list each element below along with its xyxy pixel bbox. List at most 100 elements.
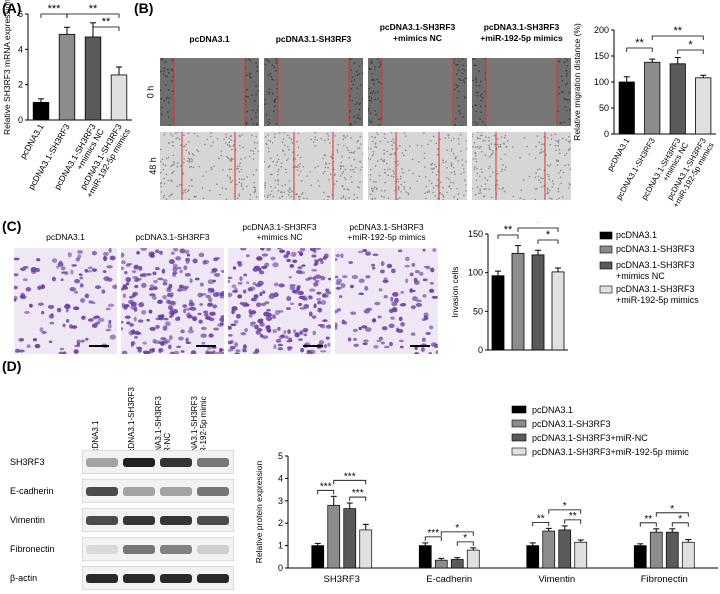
cell bbox=[457, 138, 460, 140]
cell bbox=[187, 140, 190, 143]
bar bbox=[359, 529, 373, 569]
cell bbox=[493, 134, 496, 137]
scratch-gap bbox=[382, 58, 453, 126]
cell bbox=[225, 133, 227, 136]
cell bbox=[568, 148, 571, 151]
bar bbox=[311, 545, 325, 569]
cell bbox=[377, 90, 380, 93]
stained-cell bbox=[182, 304, 188, 308]
cell bbox=[277, 170, 279, 173]
cell bbox=[556, 164, 559, 166]
stained-cell bbox=[220, 348, 224, 352]
cell bbox=[477, 192, 480, 195]
cell bbox=[349, 110, 352, 112]
cell bbox=[555, 149, 557, 152]
cell bbox=[535, 145, 537, 148]
cell bbox=[246, 176, 248, 178]
stained-cell bbox=[335, 275, 339, 279]
cell bbox=[175, 137, 177, 140]
stained-cell bbox=[340, 253, 344, 259]
panel-d-western-blot: pcDNA3.1 pcDNA3.1-SH3RF3 pcDNA3.1-SH3RF3 +… bbox=[0, 360, 240, 594]
cell bbox=[297, 164, 299, 166]
stained-cell bbox=[102, 269, 107, 274]
blot-strip bbox=[82, 537, 234, 561]
stained-cell bbox=[240, 332, 247, 336]
cell bbox=[558, 93, 560, 95]
bar bbox=[681, 541, 695, 569]
cell bbox=[450, 165, 453, 167]
stained-cell bbox=[257, 267, 262, 272]
cell bbox=[269, 193, 272, 196]
cell bbox=[182, 162, 185, 164]
stained-cell bbox=[279, 249, 286, 253]
cell bbox=[298, 165, 301, 168]
stained-cell bbox=[212, 304, 218, 309]
cell bbox=[268, 165, 271, 167]
stained-cell bbox=[67, 252, 72, 258]
cell bbox=[359, 169, 362, 171]
cell bbox=[519, 197, 522, 200]
cell bbox=[353, 115, 355, 118]
stained-cell bbox=[320, 350, 327, 353]
cell bbox=[197, 150, 199, 153]
cell bbox=[496, 184, 499, 186]
cell bbox=[267, 194, 269, 197]
cell bbox=[318, 185, 320, 187]
cell bbox=[384, 189, 386, 192]
panel-label-c: (C) bbox=[2, 218, 22, 234]
cell bbox=[255, 195, 258, 198]
cell bbox=[323, 199, 326, 200]
cell bbox=[361, 97, 363, 100]
panel-b-column-title: pcDNA3.1-SH3RF3 bbox=[275, 34, 352, 44]
cell bbox=[183, 157, 185, 160]
cell bbox=[280, 162, 283, 164]
cell bbox=[378, 174, 381, 177]
stained-cell bbox=[133, 264, 139, 270]
cell bbox=[232, 145, 234, 147]
stained-cell bbox=[411, 262, 416, 267]
cell bbox=[355, 70, 358, 73]
significance-bracket bbox=[440, 531, 474, 536]
bar bbox=[665, 531, 679, 569]
stained-cell bbox=[91, 250, 97, 256]
cell bbox=[436, 153, 439, 156]
cell bbox=[161, 106, 163, 109]
cell bbox=[472, 79, 474, 82]
stained-cell bbox=[39, 327, 44, 332]
stained-cell bbox=[91, 323, 98, 328]
cell bbox=[472, 158, 475, 160]
cell bbox=[400, 175, 402, 178]
stained-cell bbox=[138, 265, 143, 271]
cell bbox=[474, 166, 476, 168]
stained-cell bbox=[400, 322, 405, 327]
cell bbox=[540, 177, 542, 179]
cell bbox=[378, 65, 381, 68]
cell bbox=[330, 155, 332, 158]
stained-cell bbox=[371, 263, 376, 267]
stained-cell bbox=[299, 307, 306, 310]
cell bbox=[231, 148, 233, 151]
stained-cell bbox=[327, 342, 331, 347]
cell bbox=[230, 168, 233, 170]
cell bbox=[359, 161, 362, 163]
stained-cell bbox=[129, 323, 134, 327]
stained-cell bbox=[290, 251, 297, 257]
cell bbox=[255, 135, 258, 138]
cell bbox=[390, 175, 393, 177]
cell bbox=[374, 165, 377, 167]
cell bbox=[264, 136, 267, 138]
cell bbox=[346, 188, 348, 190]
stained-cell bbox=[121, 327, 124, 331]
significance-label: * bbox=[688, 39, 693, 51]
cell bbox=[483, 195, 486, 198]
cell bbox=[193, 154, 195, 156]
cell bbox=[340, 167, 342, 170]
stained-cell bbox=[292, 329, 297, 334]
cell bbox=[476, 167, 478, 170]
cell bbox=[465, 184, 467, 186]
stained-cell bbox=[253, 294, 259, 299]
cell bbox=[393, 152, 396, 154]
panel-b-row-label: 0 h bbox=[145, 85, 156, 99]
cell bbox=[253, 191, 256, 194]
cell bbox=[373, 180, 375, 183]
